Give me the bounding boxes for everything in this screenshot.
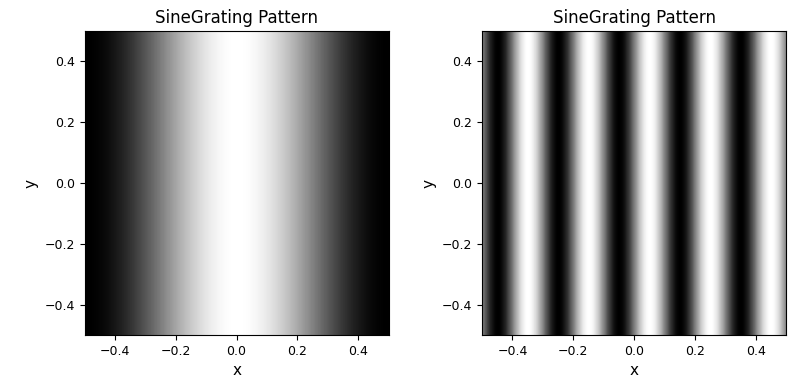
X-axis label: x: x <box>629 363 638 378</box>
Y-axis label: y: y <box>421 178 437 188</box>
Y-axis label: y: y <box>24 178 39 188</box>
Title: SineGrating Pattern: SineGrating Pattern <box>552 9 715 27</box>
X-axis label: x: x <box>232 363 241 378</box>
Title: SineGrating Pattern: SineGrating Pattern <box>155 9 318 27</box>
